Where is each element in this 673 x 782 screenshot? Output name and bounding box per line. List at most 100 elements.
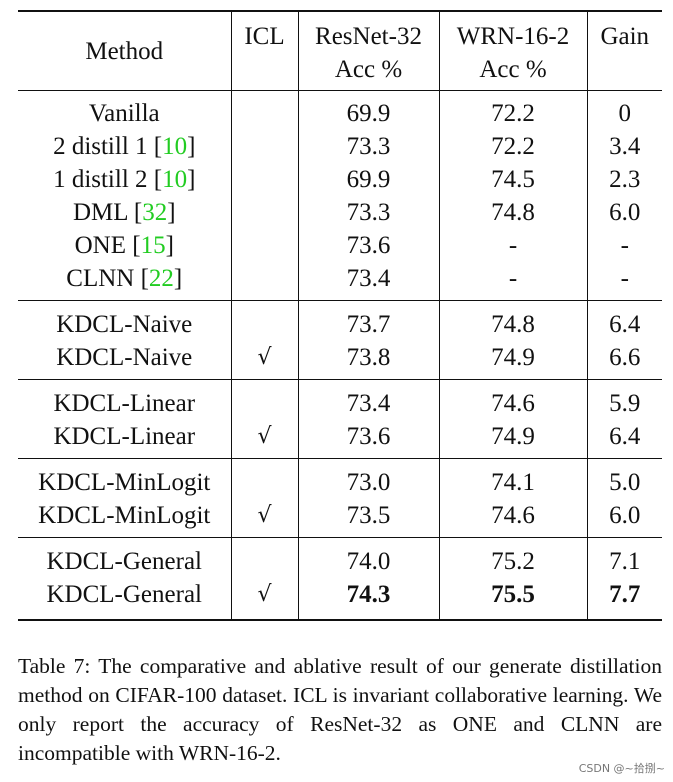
cell-gain: 2.3 [586,163,662,196]
cell-gain: - [586,229,662,262]
cell-method: KDCL-General [18,537,231,578]
cell-method: DML [32] [72,199,176,226]
results-table: Method ICL ResNet-32 Acc % WRN-16-2 Acc … [18,10,662,621]
cell-wrn162-best: 75.5 [438,578,587,621]
cell-method: KDCL-Naive [18,300,231,341]
table-row: 1 distill 2 [10] 69.9 74.5 2.3 [18,163,662,196]
cell-icl [230,300,298,341]
cell-wrn162: 72.2 [438,130,587,163]
cell-icl [230,90,298,130]
cell-icl [230,196,298,229]
table-row: KDCL-MinLogit √ 73.5 74.6 6.0 [18,499,662,538]
cell-resnet32: 73.8 [297,341,439,380]
cell-resnet32: 73.6 [297,420,439,459]
cell-method: Vanilla [18,90,231,130]
table-row: DML [32] 73.3 74.8 6.0 [18,196,662,229]
table-row: KDCL-Linear 73.4 74.6 5.9 [18,379,662,420]
check-icon: √ [230,341,298,380]
cell-wrn162: 74.9 [438,420,587,459]
cell-method: KDCL-Linear [53,423,196,450]
header-resnet32-line1: ResNet-32 [315,23,422,50]
cell-resnet32-best: 74.3 [297,578,439,621]
table-row: KDCL-Naive √ 73.8 74.9 6.6 [18,341,662,380]
cell-method: KDCL-MinLogit [18,458,231,499]
cell-wrn162: - [438,262,587,301]
citation-link[interactable]: 22 [148,265,174,292]
cell-gain: 6.4 [586,420,662,459]
cell-icl [230,379,298,420]
method-name: 2 distill 1 [53,133,148,160]
cell-icl [230,130,298,163]
cell-resnet32: 73.0 [297,458,439,499]
watermark: CSDN @~拾捌~ [578,762,665,775]
cell-wrn162: 74.9 [438,341,587,380]
table-row: ONE [15] 73.6 - - [18,229,662,262]
cell-gain: 5.0 [586,458,662,499]
cell-resnet32: 69.9 [297,163,439,196]
cell-method: KDCL-MinLogit [38,502,211,529]
cell-wrn162: 74.6 [438,499,587,538]
check-icon: √ [230,420,298,459]
cell-icl [230,262,298,301]
group-kdcl-general: KDCL-General 74.0 75.2 7.1 KDCL-General … [18,537,662,621]
cell-resnet32: 73.3 [297,130,439,163]
cell-icl [230,458,298,499]
cell-resnet32: 74.0 [297,537,439,578]
citation-link[interactable]: 15 [140,232,166,259]
cell-wrn162: 74.6 [438,379,587,420]
cell-method: 2 distill 1 [10] [53,133,196,160]
cell-method: 1 distill 2 [10] [53,166,196,193]
cell-method: CLNN [22] [66,265,183,292]
cell-gain: 3.4 [586,130,662,163]
header-icl: ICL [230,10,298,91]
cell-gain-best: 7.7 [586,578,662,621]
cell-gain: 7.1 [586,537,662,578]
table-row: 2 distill 1 [10] 73.3 72.2 3.4 [18,130,662,163]
cell-icl [230,537,298,578]
cell-gain: 6.6 [586,341,662,380]
group-kdcl-linear: KDCL-Linear 73.4 74.6 5.9 KDCL-Linear √ … [18,379,662,459]
method-name: 1 distill 2 [53,166,148,193]
table-row: KDCL-MinLogit 73.0 74.1 5.0 [18,458,662,499]
cell-resnet32: 73.6 [297,229,439,262]
cell-method: KDCL-General [18,578,231,621]
cell-gain: 6.0 [586,196,662,229]
table-row: KDCL-General 74.0 75.2 7.1 [18,537,662,578]
group-kdcl-minlogit: KDCL-MinLogit 73.0 74.1 5.0 KDCL-MinLogi… [18,458,662,538]
method-name: Vanilla [88,100,160,127]
cell-gain: 6.0 [586,499,662,538]
cell-resnet32: 73.5 [297,499,439,538]
table-row: KDCL-Linear √ 73.6 74.9 6.4 [18,420,662,459]
cell-wrn162: 74.5 [438,163,587,196]
table-row: CLNN [22] 73.4 - - [18,262,662,301]
citation-link[interactable]: 32 [142,199,168,226]
method-name: DML [72,199,128,226]
cell-gain: 5.9 [586,379,662,420]
group-kdcl-naive: KDCL-Naive 73.7 74.8 6.4 KDCL-Naive √ 73… [18,300,662,380]
cell-wrn162: 74.8 [438,196,587,229]
header-gain: Gain [586,10,662,91]
header-resnet32-line2: Acc % [334,56,403,83]
citation-link[interactable]: 10 [162,133,188,160]
cell-resnet32: 73.4 [297,379,439,420]
cell-gain: 6.4 [586,300,662,341]
cell-method: ONE [15] [74,232,174,259]
cell-icl [230,163,298,196]
table-row: KDCL-General √ 74.3 75.5 7.7 [18,578,662,621]
header-resnet32: ResNet-32 Acc % [297,10,439,91]
cell-wrn162: - [438,229,587,262]
cell-icl [230,229,298,262]
cell-gain: - [586,262,662,301]
cell-method: KDCL-Linear [18,379,231,420]
cell-resnet32: 69.9 [297,90,439,130]
method-name: CLNN [66,265,135,292]
cell-resnet32: 73.7 [297,300,439,341]
cell-wrn162: 75.2 [438,537,587,578]
cell-gain: 0 [586,90,662,130]
table-caption: Table 7: The comparative and ablative re… [18,654,662,765]
cell-resnet32: 73.3 [297,196,439,229]
citation-link[interactable]: 10 [162,166,188,193]
table-header: Method ICL ResNet-32 Acc % WRN-16-2 Acc … [18,10,662,91]
header-method: Method [18,10,231,91]
cell-wrn162: 72.2 [438,90,587,130]
